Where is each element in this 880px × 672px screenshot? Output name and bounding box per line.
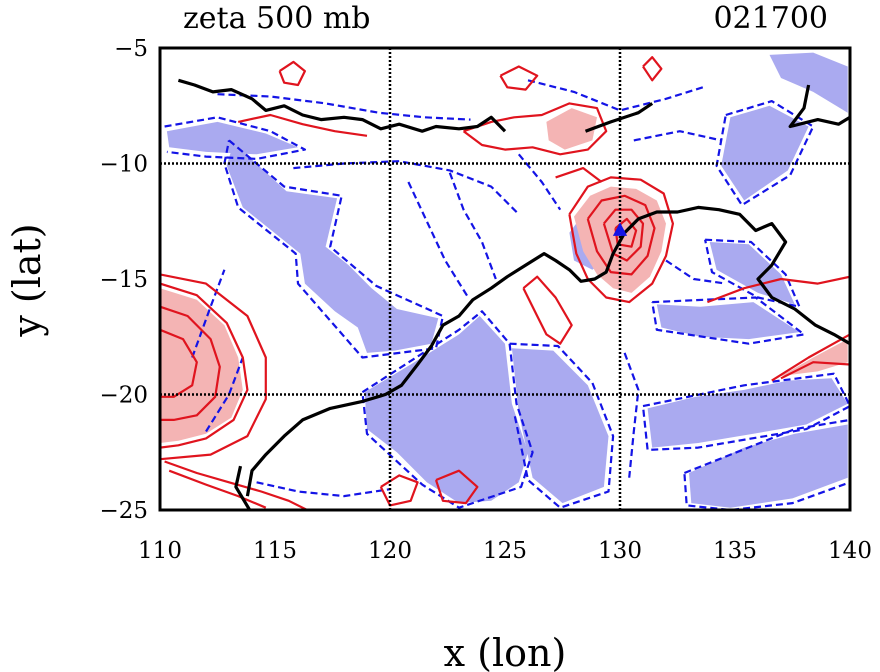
coastline-0 [177,78,507,133]
vorticity-fills [160,52,848,508]
vorticity-contours [160,56,850,510]
coastline-4 [234,465,252,510]
negative-vorticity-fill-9 [689,424,848,508]
negative-vorticity-contour-35 [623,352,640,478]
positive-vorticity-contour-50 [586,194,656,276]
y-tick-label-m5: −5 [114,36,148,62]
negative-vorticity-fill-13 [721,105,809,201]
positive-vorticity-contour-46 [168,469,267,509]
negative-vorticity-contour-25 [217,93,471,121]
y-ticks: −5 −10 −15 −20 −25 [99,36,148,524]
x-tick-label-140: 140 [828,538,872,564]
y-tick-label-m25: −25 [99,498,148,524]
chart-title-right: 021700 [713,1,828,36]
positive-vorticity-contour-52 [614,217,638,248]
coastline-layer [177,78,850,510]
coastline-1 [245,205,850,497]
positive-vorticity-contour-57 [707,275,850,304]
negative-vorticity-fill-7 [511,348,609,504]
negative-vorticity-contour-22 [704,238,801,308]
positive-vorticity-contour-58 [462,102,608,156]
negative-vorticity-contour-17 [361,310,534,509]
positive-vorticity-contour-42 [160,305,221,421]
x-tick-label-120: 120 [368,538,412,564]
positive-vorticity-contour-44 [160,273,267,461]
x-ticks: 110 115 120 125 130 135 140 [138,538,872,564]
negative-vorticity-contour-30 [527,79,704,112]
negative-vorticity-contour-23 [715,99,815,207]
positive-vorticity-contour-61 [499,65,539,91]
positive-vorticity-contour-62 [642,56,663,82]
positive-vorticity-contour-54 [522,275,573,345]
negative-vorticity-fill-11 [709,242,795,305]
plot-frame [158,46,852,512]
positive-vorticity-fill-40 [546,108,597,150]
x-tick-label-110: 110 [138,538,182,564]
coastline-2 [584,102,654,133]
negative-vorticity-fill-10 [656,302,800,340]
y-tick-label-m10: −10 [99,152,148,178]
positive-vorticity-contour-55 [771,333,850,382]
positive-vorticity-contour-51 [602,208,645,262]
y-axis-label: y (lat) [5,223,49,337]
negative-vorticity-contour-18 [509,342,615,509]
positive-vorticity-contour-41 [160,282,249,449]
x-tick-label-125: 125 [483,538,527,564]
negative-vorticity-fill-5 [226,142,439,353]
positive-vorticity-contour-56 [780,361,850,380]
vortex-center [612,222,628,236]
positive-vorticity-fill-37 [160,288,243,443]
x-tick-label-115: 115 [253,538,297,564]
negative-vorticity-contour-36 [665,259,726,285]
negative-vorticity-contour-32 [191,269,226,358]
negative-vorticity-contour-33 [205,357,244,433]
negative-vorticity-contour-31 [633,130,722,142]
positive-vorticity-contour-43 [160,328,198,398]
positive-vorticity-contour-59 [278,60,306,87]
x-tick-label-135: 135 [713,538,757,564]
y-tick-label-m15: −15 [99,267,148,293]
negative-vorticity-contour-34 [256,481,391,498]
negative-vorticity-contour-20 [683,418,850,510]
negative-vorticity-contour-19 [641,372,850,451]
negative-vorticity-contour-24 [164,116,306,160]
coastline-3 [788,84,850,129]
positive-vorticity-fill-39 [781,339,848,376]
y-tick-label-m20: −20 [99,383,148,409]
x-axis-label: x (lon) [444,631,567,672]
negative-vorticity-fill-15 [166,121,298,155]
negative-vorticity-fill-6 [364,316,528,504]
positive-vorticity-contour-48 [434,469,479,505]
negative-vorticity-contour-29 [517,153,562,211]
negative-vorticity-contour-28 [448,172,497,280]
marker-layer [612,222,628,236]
chart-title-left: zeta 500 mb [183,1,371,36]
gridlines [160,48,850,510]
positive-vorticity-contour-53 [555,167,603,183]
positive-vorticity-contour-60 [237,113,368,137]
positive-vorticity-contour-47 [379,474,419,507]
positive-vorticity-contour-45 [164,460,308,510]
negative-vorticity-contour-21 [651,296,806,345]
negative-vorticity-fill-14 [769,52,848,113]
x-tick-label-130: 130 [598,538,642,564]
